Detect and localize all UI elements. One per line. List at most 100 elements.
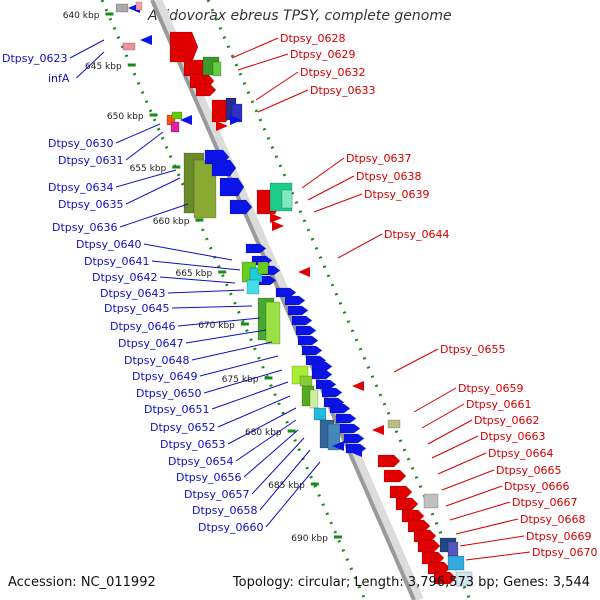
- gene-label[interactable]: Dtpsy_0648: [124, 354, 190, 367]
- gene-label[interactable]: Dtpsy_0658: [192, 504, 258, 517]
- gene-glyph: [180, 115, 192, 125]
- gene-label[interactable]: Dtpsy_0647: [118, 337, 184, 350]
- leader-line: [445, 485, 503, 507]
- gene-glyph: [245, 243, 267, 254]
- leader-line: [119, 203, 189, 228]
- gene-glyph: [301, 345, 323, 356]
- leader-line: [199, 355, 279, 377]
- gene-glyph: [211, 159, 237, 177]
- gene-label[interactable]: Dtpsy_0651: [144, 403, 210, 416]
- gene-label[interactable]: Dtpsy_0664: [488, 447, 554, 460]
- gene-label[interactable]: Dtpsy_0655: [440, 343, 506, 356]
- gene-glyph: [329, 403, 351, 414]
- gene-label[interactable]: Dtpsy_0640: [76, 238, 142, 251]
- leader-line: [437, 452, 487, 475]
- kbp-label: 640 kbp: [63, 11, 100, 21]
- gene-label[interactable]: Dtpsy_0629: [290, 48, 356, 61]
- gene-glyph: [281, 189, 293, 209]
- gene-label[interactable]: Dtpsy_0632: [300, 66, 366, 79]
- gene-label[interactable]: Dtpsy_0646: [110, 320, 176, 333]
- gene-glyph: [298, 267, 310, 277]
- gene-glyph: [321, 387, 343, 398]
- gene-glyph: [335, 413, 357, 424]
- backbone: [150, 0, 416, 600]
- gene-label[interactable]: Dtpsy_0631: [58, 154, 124, 167]
- gene-glyph: [169, 31, 199, 63]
- kbp-label: 690 kbp: [291, 534, 328, 544]
- gene-label[interactable]: Dtpsy_0661: [466, 398, 532, 411]
- leader-line: [265, 461, 321, 528]
- leader-line: [69, 39, 105, 59]
- gene-label[interactable]: Dtpsy_0630: [48, 137, 114, 150]
- gene-label[interactable]: Dtpsy_0649: [132, 370, 198, 383]
- leader-line: [177, 317, 261, 327]
- leader-line: [431, 435, 479, 459]
- gene-label[interactable]: Dtpsy_0667: [512, 496, 578, 509]
- kbp-label: 680 kbp: [245, 428, 282, 438]
- gene-glyph: [265, 301, 281, 345]
- gene-label[interactable]: Dtpsy_0637: [346, 152, 412, 165]
- leader-line: [125, 131, 164, 161]
- gene-label[interactable]: Dtpsy_0644: [384, 228, 450, 241]
- gene-label[interactable]: Dtpsy_0633: [310, 84, 376, 97]
- gene-label[interactable]: Dtpsy_0635: [58, 198, 124, 211]
- gene-label[interactable]: Dtpsy_0623: [2, 52, 68, 65]
- gene-label[interactable]: Dtpsy_0662: [474, 414, 540, 427]
- gene-label[interactable]: Dtpsy_0628: [280, 32, 346, 45]
- gene-label[interactable]: infA: [48, 72, 70, 85]
- gene-label[interactable]: Dtpsy_0638: [356, 170, 422, 183]
- gene-glyph: [389, 485, 413, 499]
- gene-glyph: [195, 83, 217, 97]
- gene-label[interactable]: Dtpsy_0654: [168, 455, 234, 468]
- gene-glyph: [343, 433, 365, 444]
- gene-label[interactable]: Dtpsy_0666: [504, 480, 570, 493]
- gene-glyph: [230, 115, 242, 125]
- gene-label[interactable]: Dtpsy_0669: [526, 530, 592, 543]
- gene-glyph: [170, 121, 180, 133]
- gene-label[interactable]: Dtpsy_0636: [52, 221, 118, 234]
- gene-glyph: [313, 407, 327, 421]
- leader-line: [337, 233, 383, 259]
- gene-label[interactable]: Dtpsy_0645: [104, 302, 170, 315]
- gene-glyph: [427, 561, 451, 575]
- gene-glyph: [299, 375, 313, 387]
- map-title: Acidovorax ebreus TPSY, complete genome: [148, 8, 452, 24]
- gene-label[interactable]: Dtpsy_0657: [184, 488, 250, 501]
- gene-label[interactable]: Dtpsy_0642: [92, 271, 158, 284]
- leader-line: [465, 551, 531, 561]
- gene-glyph: [315, 379, 337, 390]
- leader-line: [255, 71, 299, 101]
- gene-glyph: [270, 213, 282, 223]
- leader-line: [259, 449, 311, 511]
- gene-label[interactable]: Dtpsy_0670: [532, 546, 598, 559]
- leader-line: [115, 169, 177, 188]
- leader-line: [393, 348, 439, 373]
- gene-label[interactable]: Dtpsy_0634: [48, 181, 114, 194]
- gene-glyph: [372, 425, 384, 435]
- leader-line: [231, 37, 279, 59]
- gene-label[interactable]: Dtpsy_0652: [150, 421, 216, 434]
- leader-line: [251, 437, 305, 495]
- gene-glyph: [327, 423, 341, 451]
- gene-label[interactable]: Dtpsy_0641: [84, 255, 150, 268]
- gene-label[interactable]: Dtpsy_0660: [198, 521, 264, 534]
- gene-label[interactable]: Dtpsy_0650: [136, 387, 202, 400]
- gene-glyph: [219, 177, 245, 197]
- gene-glyph: [401, 509, 425, 523]
- gene-glyph: [275, 287, 297, 298]
- gene-glyph: [216, 121, 228, 131]
- leader-line: [125, 177, 181, 205]
- gene-label[interactable]: Dtpsy_0643: [100, 287, 166, 300]
- gene-label[interactable]: Dtpsy_0656: [176, 471, 242, 484]
- gene-glyph: [447, 541, 459, 557]
- gene-label[interactable]: Dtpsy_0659: [458, 382, 524, 395]
- leader-line: [227, 407, 297, 445]
- gene-label[interactable]: Dtpsy_0663: [480, 430, 546, 443]
- gene-label[interactable]: Dtpsy_0665: [496, 464, 562, 477]
- gene-label[interactable]: Dtpsy_0653: [160, 438, 226, 451]
- gene-label[interactable]: Dtpsy_0668: [520, 513, 586, 526]
- gene-label[interactable]: Dtpsy_0639: [364, 188, 430, 201]
- gene-glyph: [352, 381, 364, 391]
- gene-glyph: [171, 111, 183, 120]
